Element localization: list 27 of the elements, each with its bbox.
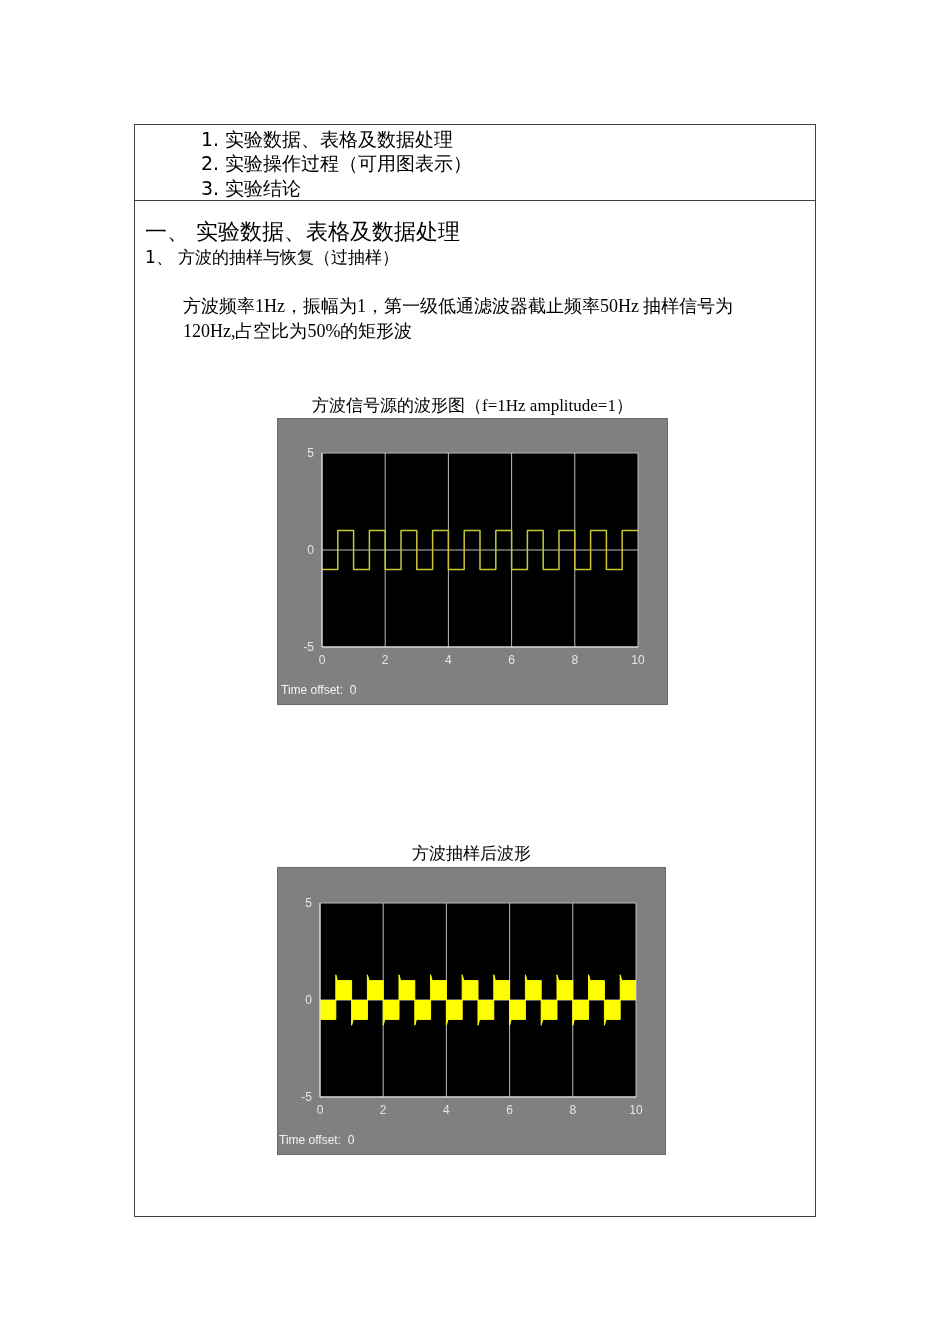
x-tick-label: 4	[445, 652, 453, 667]
x-tick-label: 8	[571, 652, 579, 667]
x-tick-label: 6	[508, 652, 516, 667]
y-tick-label: -5	[301, 1090, 313, 1105]
x-tick-label: 4	[443, 1102, 451, 1117]
x-tick-label: 2	[379, 1102, 387, 1117]
text: Time offset: 0	[279, 1133, 355, 1148]
y-tick-label: -5	[303, 640, 315, 655]
x-tick-label: 0	[318, 652, 326, 667]
x-tick-label: 8	[569, 1102, 577, 1117]
x-tick-label: 10	[629, 1102, 643, 1117]
y-tick-label: 0	[305, 993, 313, 1008]
y-tick-label: 0	[307, 543, 315, 558]
chart-title: 方波抽样后波形	[411, 843, 532, 864]
x-tick-label: 10	[631, 652, 645, 667]
text: Time offset: 0	[281, 683, 357, 698]
y-tick-label: 5	[305, 896, 313, 911]
y-tick-label: 5	[307, 446, 315, 461]
x-tick-label: 6	[506, 1102, 514, 1117]
chart-title: 方波信号源的波形图（f=1Hz amplitude=1）	[311, 395, 634, 416]
text: 3. 实验结论	[201, 176, 303, 201]
text: 1、 方波的抽样与恢复（过抽样）	[145, 246, 401, 269]
text: 方波频率1Hz，振幅为1，第一级低通滤波器截止频率50Hz 抽样信号为120Hz,占空比为50%的矩形波	[183, 295, 735, 343]
text: 2. 实验操作过程（可用图表示）	[201, 151, 474, 176]
x-tick-label: 2	[381, 652, 389, 667]
text: 一、 实验数据、表格及数据处理	[145, 218, 460, 246]
text: 1. 实验数据、表格及数据处理	[201, 127, 455, 152]
